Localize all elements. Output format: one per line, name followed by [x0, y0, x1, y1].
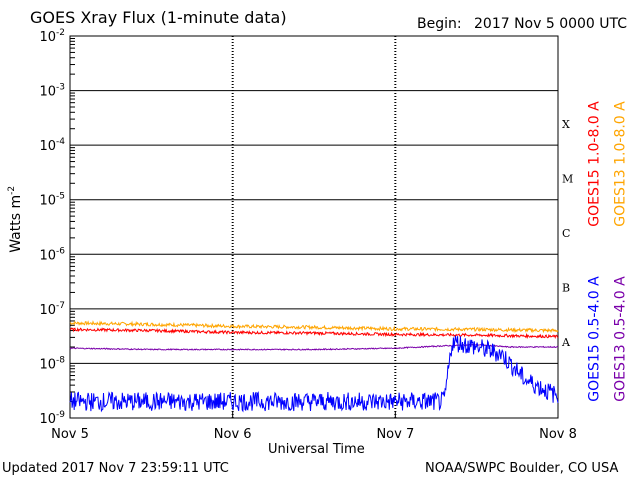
series-line-goes13_long — [69, 320, 559, 334]
y-tick-label: 10-4 — [39, 137, 65, 154]
x-axis-title: Universal Time — [268, 442, 365, 457]
flare-class-label: C — [562, 227, 570, 240]
flare-class-label: X — [562, 118, 570, 131]
y-axis-title-exp: -2 — [7, 185, 18, 195]
y-tick-label: 10-9 — [39, 410, 65, 427]
begin-label: Begin: — [417, 16, 462, 32]
legend-goes15-short: GOES15 0.5-4.0 A — [586, 276, 603, 402]
x-tick-label: Nov 7 — [376, 427, 414, 442]
series-line-goes15_long — [69, 327, 559, 340]
begin-value: 2017 Nov 5 0000 UTC — [474, 16, 628, 32]
series-line-goes15_short — [69, 335, 559, 413]
legend-goes13-long: GOES13 1.0-8.0 A — [612, 101, 629, 227]
flare-class-label: A — [561, 336, 571, 349]
y-axis-title-base: Watts m — [7, 194, 24, 253]
legend-goes13-short: GOES13 0.5-4.0 A — [612, 276, 629, 402]
x-tick-label: Nov 5 — [51, 427, 89, 442]
plot-frame — [69, 35, 559, 419]
y-axis-title: Watts m-2 — [7, 185, 24, 253]
series-line-goes13_short — [69, 343, 559, 351]
y-tick-label: 10-8 — [39, 355, 65, 372]
y-tick-label: 10-2 — [39, 28, 65, 45]
x-tick-label: Nov 6 — [214, 427, 252, 442]
x-tick-label: Nov 8 — [539, 427, 577, 442]
updated-text: Updated 2017 Nov 7 23:59:11 UTC — [2, 461, 229, 476]
credit-text: NOAA/SWPC Boulder, CO USA — [425, 461, 619, 476]
y-tick-label: 10-6 — [39, 246, 65, 263]
y-tick-label: 10-3 — [39, 83, 65, 100]
flare-class-label: B — [562, 282, 570, 295]
y-tick-label: 10-5 — [39, 192, 65, 209]
flare-class-label: M — [562, 172, 573, 185]
legend-goes15-long: GOES15 1.0-8.0 A — [586, 101, 603, 227]
chart-title: GOES Xray Flux (1-minute data) — [30, 8, 287, 27]
y-tick-label: 10-7 — [39, 301, 65, 318]
